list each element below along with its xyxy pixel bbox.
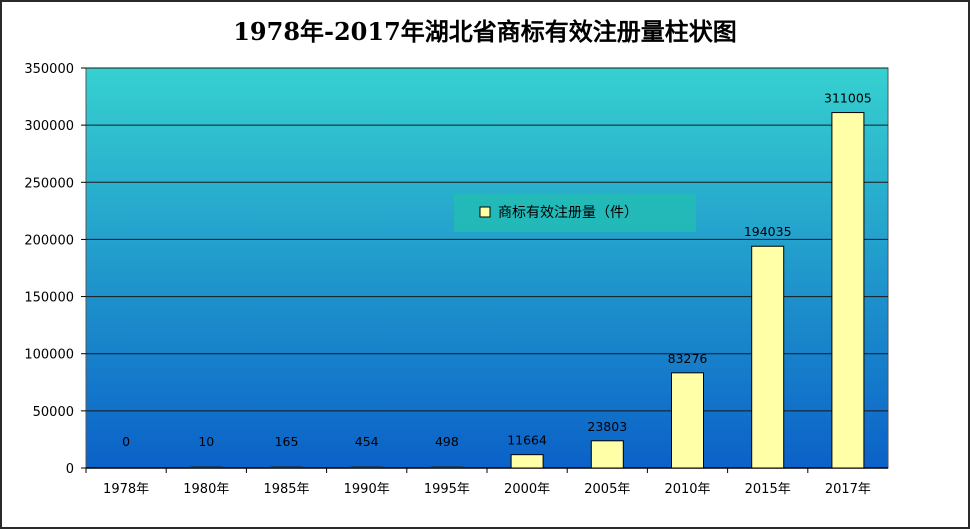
bars [190,112,865,469]
bar [430,466,463,468]
y-tick-label: 50000 [33,405,74,420]
chart-title: 1978年-2017年湖北省商标有效注册量柱状图 [233,17,737,46]
y-tick-label: 250000 [24,176,74,191]
x-tick-label: 1980年 [183,482,229,497]
x-tick-label: 1990年 [344,482,390,497]
data-label: 11664 [507,433,547,448]
x-tick-label: 2017年 [825,482,871,497]
x-tick-label: 2010年 [664,482,710,497]
x-tick-label: 1995年 [424,482,470,497]
y-tick-label: 100000 [24,348,74,363]
bar [751,245,785,469]
x-tick-label: 2015年 [745,482,791,497]
bar [831,112,865,469]
bar [270,466,303,468]
y-tick-label: 350000 [24,62,74,77]
data-label: 311005 [824,91,872,106]
bar [190,466,223,468]
legend-swatch [479,206,491,218]
bar [350,466,383,468]
data-label: 10 [198,434,214,449]
y-tick-label: 0 [66,462,74,477]
x-tick-label: 1978年 [103,482,149,497]
bar [590,440,624,469]
data-label: 498 [435,434,459,449]
data-label: 454 [355,434,379,449]
legend-box [454,194,696,232]
x-axis-tick-labels: 1978年 1980年 1985年 1990年 1995年 2000年 2005年 2010年… [85,468,871,497]
y-tick-label: 200000 [24,233,74,248]
data-label: 0 [122,434,130,449]
x-tick-label: 2005年 [584,482,630,497]
data-label: 165 [275,434,299,449]
data-labels: 0 10 165 454 498 11664 23803 83276 194035 311005 [122,91,872,449]
legend-label: 商标有效注册量（件） [498,205,638,221]
y-axis-tick-labels: 0 50000 100000 150000 200000 250000 300000 3500… [24,62,86,477]
x-tick-label: 1985年 [263,482,309,497]
y-tick-label: 300000 [24,119,74,134]
x-tick-label: 2000年 [504,482,550,497]
bar [510,454,544,469]
data-label: 83276 [668,351,708,366]
data-label: 194035 [744,224,792,239]
data-label: 23803 [587,419,627,434]
legend: 商标有效注册量（件） [454,194,696,232]
bar [671,372,704,469]
y-tick-label: 150000 [24,291,74,306]
